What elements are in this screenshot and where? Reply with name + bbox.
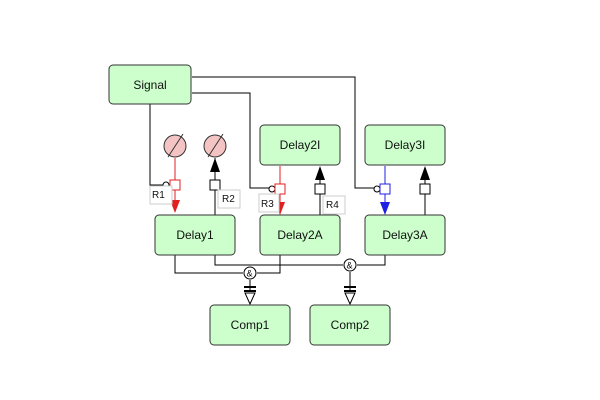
gauge-delay1-output [203, 133, 227, 158]
arrow-delay2-out-icon [315, 166, 325, 180]
port-delay2-out[interactable] [314, 183, 326, 195]
resource-r4-label: R4 [326, 200, 339, 211]
block-delay2i[interactable]: Delay2I [259, 124, 341, 166]
gauge-delay1-input [163, 133, 187, 158]
and-gate-1[interactable]: & [243, 266, 257, 280]
block-delay1[interactable]: Delay1 [154, 214, 236, 256]
block-delay3i[interactable]: Delay3I [364, 124, 446, 166]
input-symbol-comp1-icon [244, 286, 256, 306]
input-symbol-comp2-icon [344, 286, 356, 306]
block-delay2i-label: Delay2I [280, 138, 321, 152]
block-comp2-label: Comp2 [331, 318, 370, 332]
and-gate-2[interactable]: & [343, 258, 357, 272]
block-comp2[interactable]: Comp2 [309, 304, 391, 346]
port-delay3-out[interactable] [419, 183, 431, 195]
port-circle-delay3[interactable] [373, 185, 381, 193]
port-delay1-in[interactable] [169, 179, 181, 191]
resource-r3: R3 [258, 193, 280, 213]
wire-delay2-to-and1 [257, 255, 281, 274]
wire-delay1-to-and2 [214, 255, 343, 266]
port-circle-r3[interactable] [268, 185, 276, 193]
and-gate-2-label: & [347, 261, 353, 271]
block-delay1-label: Delay1 [176, 228, 214, 242]
wire-delay1-to-and1 [174, 255, 243, 274]
arrow-delay3-in-icon [380, 202, 390, 215]
resource-r1-label: R1 [152, 190, 165, 201]
arrow-delay1-out-icon [210, 158, 220, 172]
wire-signal-to-delay3 [192, 76, 378, 189]
block-signal-label: Signal [133, 78, 166, 92]
resource-r2: R2 [217, 189, 241, 209]
resource-r3-label: R3 [261, 199, 274, 210]
block-delay2a[interactable]: Delay2A [259, 214, 341, 256]
and-gate-1-label: & [247, 269, 253, 279]
port-delay2-in[interactable] [274, 183, 286, 195]
block-delay3i-label: Delay3I [385, 138, 426, 152]
block-delay3a-label: Delay3A [382, 228, 427, 242]
wire-signal-to-delay1 [149, 104, 165, 186]
wire-delay3-to-and2 [357, 255, 386, 266]
resource-r4: R4 [322, 195, 346, 215]
arrow-delay3-out-icon [420, 166, 430, 180]
port-delay1-out[interactable] [209, 179, 221, 191]
block-comp1-label: Comp1 [231, 318, 270, 332]
block-comp1[interactable]: Comp1 [209, 304, 291, 346]
block-delay3a[interactable]: Delay3A [364, 214, 446, 256]
port-delay3-in[interactable] [379, 183, 391, 195]
wire-signal-to-delay2 [192, 92, 272, 189]
resource-r2-label: R2 [222, 194, 235, 205]
block-delay2a-label: Delay2A [277, 228, 322, 242]
resource-r1: R1 [149, 185, 173, 205]
block-signal[interactable]: Signal [108, 64, 192, 105]
